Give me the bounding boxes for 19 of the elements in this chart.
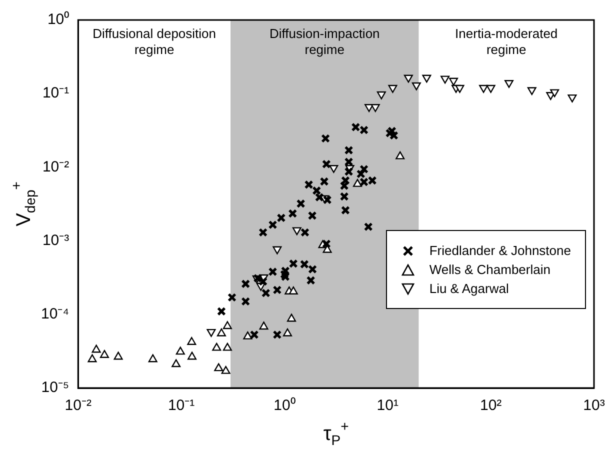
y-axis-title: Vdep+ [8,182,38,226]
x-tick-label: 10⁻¹ [168,397,195,414]
x-tick-label: 10⁻² [64,397,92,414]
x-tick-label: 10¹ [376,397,398,414]
y-tick-label: 10⁻⁴ [40,306,70,323]
y-tick-label: 10⁻¹ [42,84,70,102]
x-tick-label: 10² [480,397,502,414]
annotation: Inertia-moderated regime [455,26,558,58]
annotation: Diffusional deposition regime [92,26,216,58]
legend-label: Friedlander & Johnstone [429,243,571,258]
legend-label: Liu & Agarwal [429,281,509,296]
legend-label: Wells & Chamberlain [429,262,550,277]
y-tick-label: 10⁻³ [42,232,70,249]
y-tick-label: 10⁻² [42,158,70,176]
x-tick-label: 10³ [583,397,605,414]
y-tick-label: 10⁰ [47,11,70,28]
band-label: Diffusion-impaction regime [269,26,380,58]
y-tick-label: 10⁻⁵ [41,379,70,396]
x-tick-label: 10⁰ [274,397,296,414]
